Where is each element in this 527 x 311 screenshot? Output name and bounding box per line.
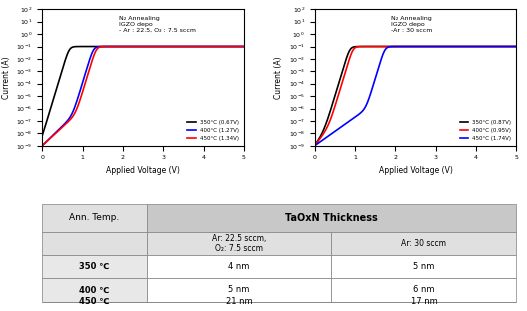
Text: 400 ℃: 400 ℃ (79, 285, 110, 295)
Bar (147, 204, 516, 231)
Text: 21 nm: 21 nm (226, 297, 252, 306)
Bar (42, 278, 147, 302)
Text: 5 nm: 5 nm (228, 285, 250, 295)
Bar (42, 231, 147, 255)
Text: N₂ Annealing
IGZO depo
-Ar : 30 sccm: N₂ Annealing IGZO depo -Ar : 30 sccm (392, 16, 433, 33)
Text: 5 nm: 5 nm (413, 262, 435, 271)
Legend: 350°C (0.67V), 400°C (1.27V), 450°C (1.34V): 350°C (0.67V), 400°C (1.27V), 450°C (1.3… (185, 118, 241, 143)
Text: 350 ℃: 350 ℃ (79, 262, 110, 271)
Bar (42, 204, 147, 231)
Bar (147, 231, 331, 255)
Text: Ann. Temp.: Ann. Temp. (69, 213, 120, 222)
Bar (147, 278, 331, 302)
Text: Ar: 22.5 sccm,
O₂: 7.5 sccm: Ar: 22.5 sccm, O₂: 7.5 sccm (212, 234, 266, 253)
Bar (331, 255, 516, 278)
Bar (331, 231, 516, 255)
Y-axis label: Current (A): Current (A) (2, 56, 11, 99)
Text: TaOxN Thickness: TaOxN Thickness (285, 213, 378, 223)
Bar (42, 255, 147, 278)
Text: N₂ Annealing
IGZO depo
- Ar : 22.5, O₂ : 7.5 sccm: N₂ Annealing IGZO depo - Ar : 22.5, O₂ :… (119, 16, 196, 33)
Legend: 350°C (0.87V), 400°C (0.95V), 450°C (1.74V): 350°C (0.87V), 400°C (0.95V), 450°C (1.7… (457, 118, 514, 143)
Text: 4 nm: 4 nm (228, 262, 250, 271)
Bar (331, 278, 516, 302)
X-axis label: Applied Voltage (V): Applied Voltage (V) (106, 166, 180, 175)
Text: Ar: 30 sccm: Ar: 30 sccm (402, 239, 446, 248)
Text: 450 ℃: 450 ℃ (79, 297, 110, 306)
Text: 6 nm: 6 nm (413, 285, 435, 295)
Y-axis label: Current (A): Current (A) (274, 56, 283, 99)
X-axis label: Applied Voltage (V): Applied Voltage (V) (378, 166, 453, 175)
Text: 17 nm: 17 nm (411, 297, 437, 306)
Bar (147, 255, 331, 278)
